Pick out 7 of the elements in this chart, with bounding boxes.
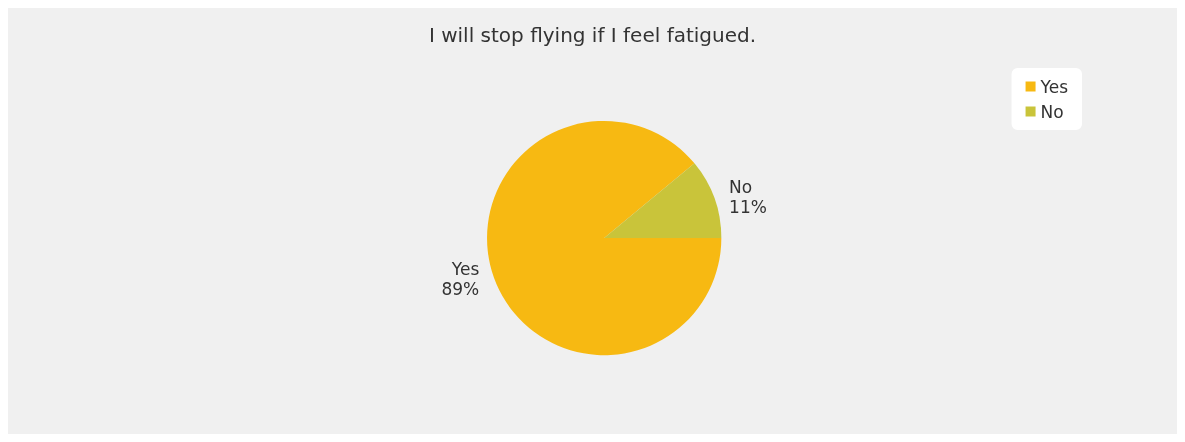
data-label: 11%: [729, 196, 767, 217]
chart-title: I will stop flying if I feel fatigued.: [428, 23, 757, 47]
legend-label: No: [1040, 101, 1064, 122]
legend-label: Yes: [1039, 76, 1069, 97]
slice-label: No: [729, 176, 753, 197]
data-label: 89%: [441, 279, 480, 300]
slice-label: Yes: [450, 259, 480, 280]
